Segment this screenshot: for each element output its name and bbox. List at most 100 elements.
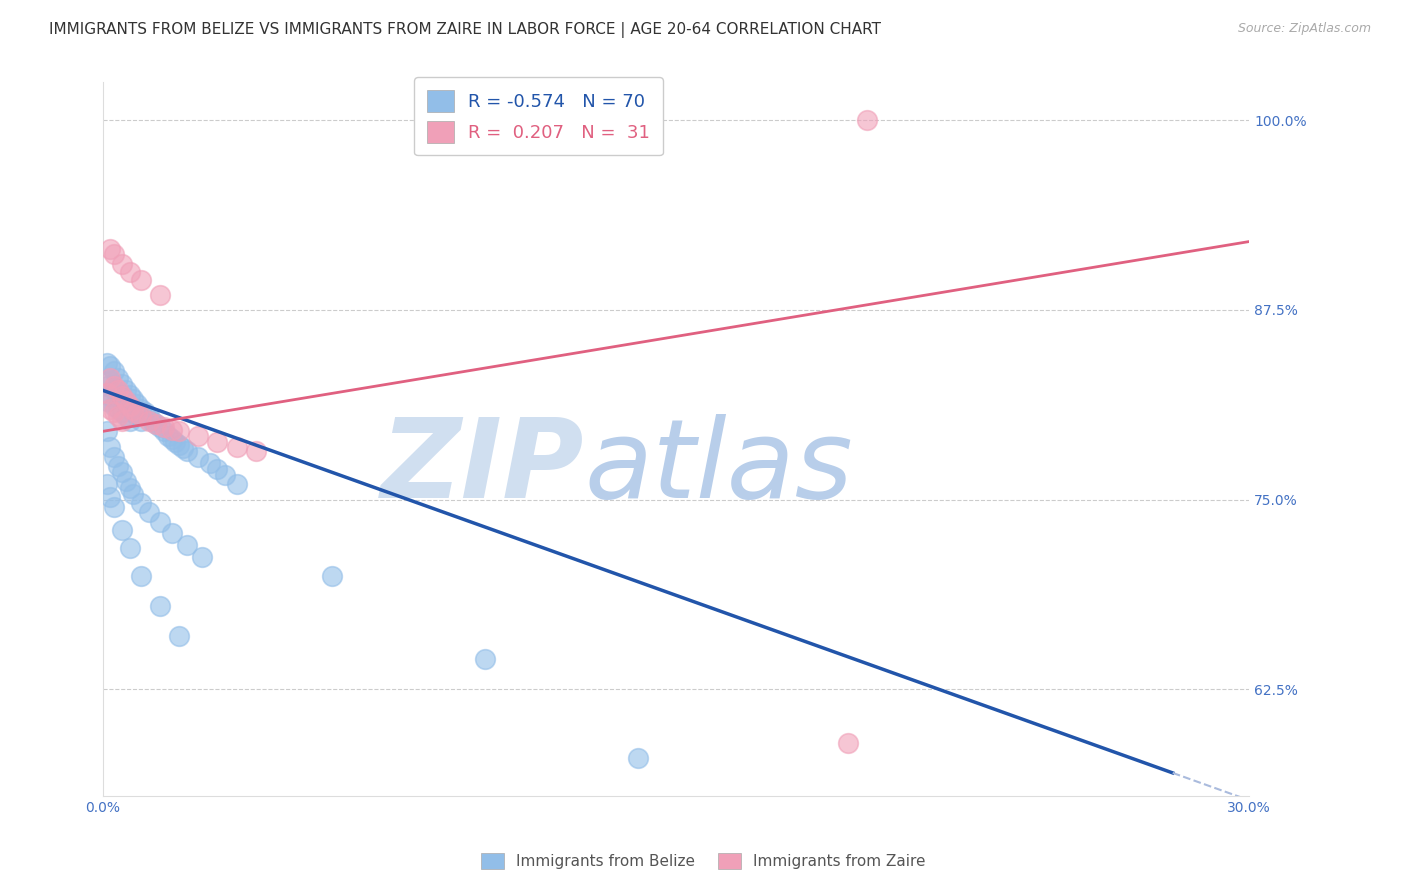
- Point: [167, 425, 190, 439]
- Point: [96, 386, 118, 401]
- Point: [245, 444, 267, 458]
- Text: ZIP: ZIP: [381, 414, 585, 521]
- Point: [111, 257, 134, 271]
- Point: [111, 466, 134, 480]
- Point: [856, 113, 879, 128]
- Point: [167, 629, 190, 643]
- Point: [207, 434, 229, 449]
- Point: [111, 414, 134, 428]
- Point: [127, 397, 149, 411]
- Point: [103, 363, 125, 377]
- Point: [129, 401, 152, 416]
- Point: [100, 242, 122, 256]
- Point: [100, 359, 122, 373]
- Point: [122, 404, 145, 418]
- Point: [149, 599, 172, 613]
- Point: [118, 541, 141, 556]
- Point: [103, 404, 125, 418]
- Point: [145, 417, 167, 431]
- Point: [187, 429, 209, 443]
- Point: [114, 409, 136, 424]
- Point: [118, 399, 141, 413]
- Point: [191, 550, 214, 565]
- Point: [198, 456, 221, 470]
- Point: [114, 395, 136, 409]
- Point: [111, 523, 134, 537]
- Point: [141, 414, 163, 428]
- Point: [96, 394, 118, 409]
- Point: [837, 735, 859, 749]
- Point: [138, 414, 160, 428]
- Point: [107, 384, 129, 398]
- Point: [100, 401, 122, 416]
- Point: [153, 425, 176, 439]
- Point: [149, 419, 172, 434]
- Point: [138, 409, 160, 424]
- Legend: R = -0.574   N = 70, R =  0.207   N =  31: R = -0.574 N = 70, R = 0.207 N = 31: [415, 77, 662, 155]
- Point: [100, 490, 122, 504]
- Point: [96, 356, 118, 370]
- Point: [111, 404, 134, 418]
- Point: [474, 652, 496, 666]
- Point: [111, 389, 134, 403]
- Point: [107, 401, 129, 416]
- Point: [96, 378, 118, 392]
- Point: [127, 406, 149, 420]
- Point: [153, 419, 176, 434]
- Point: [118, 414, 141, 428]
- Point: [167, 438, 190, 452]
- Point: [214, 468, 236, 483]
- Point: [160, 432, 183, 446]
- Point: [114, 384, 136, 398]
- Point: [114, 394, 136, 409]
- Point: [100, 440, 122, 454]
- Point: [138, 505, 160, 519]
- Point: [122, 403, 145, 417]
- Point: [149, 516, 172, 530]
- Point: [103, 378, 125, 392]
- Point: [321, 568, 343, 582]
- Point: [100, 389, 122, 403]
- Point: [96, 477, 118, 491]
- Legend: Immigrants from Belize, Immigrants from Zaire: Immigrants from Belize, Immigrants from …: [475, 847, 931, 875]
- Point: [103, 246, 125, 260]
- Point: [96, 425, 118, 439]
- Point: [129, 414, 152, 428]
- Point: [103, 399, 125, 413]
- Point: [160, 423, 183, 437]
- Point: [100, 374, 122, 388]
- Point: [114, 475, 136, 489]
- Point: [172, 441, 194, 455]
- Point: [111, 389, 134, 403]
- Point: [129, 409, 152, 424]
- Point: [149, 287, 172, 301]
- Point: [165, 434, 187, 449]
- Point: [127, 409, 149, 424]
- Text: atlas: atlas: [585, 414, 853, 521]
- Point: [129, 496, 152, 510]
- Point: [107, 409, 129, 424]
- Point: [118, 481, 141, 495]
- Point: [107, 371, 129, 385]
- Point: [107, 459, 129, 474]
- Point: [118, 400, 141, 414]
- Point: [103, 384, 125, 398]
- Point: [145, 417, 167, 431]
- Point: [118, 388, 141, 402]
- Point: [100, 371, 122, 385]
- Point: [107, 386, 129, 401]
- Point: [129, 272, 152, 286]
- Point: [156, 429, 179, 443]
- Point: [187, 450, 209, 464]
- Point: [176, 444, 198, 458]
- Point: [122, 392, 145, 407]
- Text: Source: ZipAtlas.com: Source: ZipAtlas.com: [1237, 22, 1371, 36]
- Point: [207, 462, 229, 476]
- Point: [225, 477, 247, 491]
- Text: IMMIGRANTS FROM BELIZE VS IMMIGRANTS FROM ZAIRE IN LABOR FORCE | AGE 20-64 CORRE: IMMIGRANTS FROM BELIZE VS IMMIGRANTS FRO…: [49, 22, 882, 38]
- Point: [627, 750, 650, 764]
- Point: [118, 265, 141, 279]
- Point: [111, 377, 134, 392]
- Point: [103, 500, 125, 515]
- Point: [225, 440, 247, 454]
